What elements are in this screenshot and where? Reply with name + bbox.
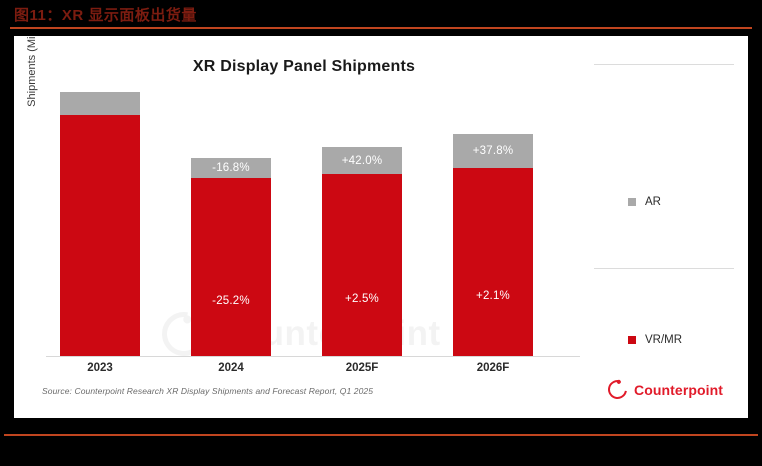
bar-segment-ar[interactable]	[60, 92, 140, 115]
counterpoint-logo-icon	[604, 376, 631, 403]
bar-segment-vr-mr[interactable]: +2.5%	[322, 174, 402, 356]
bar-group[interactable]: -16.8% -25.2%	[191, 158, 271, 356]
segment-label-vr-mr: -25.2%	[212, 295, 250, 307]
legend-label: AR	[645, 196, 661, 208]
source-note: Source: Counterpoint Research XR Display…	[42, 386, 374, 396]
x-axis-tick-label: 2024	[218, 362, 244, 374]
chart-legend: AR VR/MR	[594, 56, 742, 356]
figure-title: 图11：XR 显示面板出货量	[14, 7, 197, 24]
segment-label-vr-mr: +2.5%	[345, 293, 379, 305]
segment-label-ar: +42.0%	[341, 154, 383, 167]
bar-group[interactable]: +37.8% +2.1%	[453, 134, 533, 356]
counterpoint-brand: Counterpoint	[604, 376, 724, 403]
chart-title: XR Display Panel Shipments	[192, 58, 416, 75]
legend-swatch-icon	[628, 198, 636, 206]
y-axis-label: Shipments (Million Units)	[26, 36, 38, 107]
legend-label: VR/MR	[645, 334, 683, 346]
title-divider	[10, 27, 752, 29]
bar-segment-vr-mr[interactable]: -25.2%	[191, 178, 271, 356]
brand-text: Counterpoint	[634, 381, 724, 398]
segment-label-ar: +37.8%	[472, 145, 514, 157]
legend-divider	[594, 268, 734, 269]
legend-item-vr-mr[interactable]: VR/MR	[628, 334, 682, 346]
bar-segment-ar[interactable]: +42.0%	[322, 147, 402, 174]
bar-segment-vr-mr[interactable]: +2.1%	[453, 168, 533, 356]
legend-item-ar[interactable]: AR	[628, 196, 661, 208]
bar-segment-vr-mr[interactable]	[60, 115, 140, 356]
segment-label-vr-mr: +2.1%	[476, 290, 510, 302]
legend-swatch-icon	[628, 336, 636, 344]
x-axis-tick-label: 2023	[87, 362, 113, 374]
bar-segment-ar[interactable]: -16.8%	[191, 158, 271, 178]
segment-label-ar: -16.8%	[212, 162, 250, 174]
chart-card: XR Display Panel Shipments Counterpoint …	[14, 36, 748, 418]
x-axis-tick-label: 2025F	[345, 362, 379, 374]
x-axis-line	[46, 356, 580, 357]
x-axis-tick-label: 2026F	[476, 362, 510, 374]
bottom-divider	[4, 434, 758, 436]
legend-divider	[594, 64, 734, 65]
bar-segment-ar[interactable]: +37.8%	[453, 134, 533, 168]
bar-group[interactable]	[60, 92, 140, 356]
bar-group[interactable]: +42.0% +2.5%	[322, 147, 402, 356]
